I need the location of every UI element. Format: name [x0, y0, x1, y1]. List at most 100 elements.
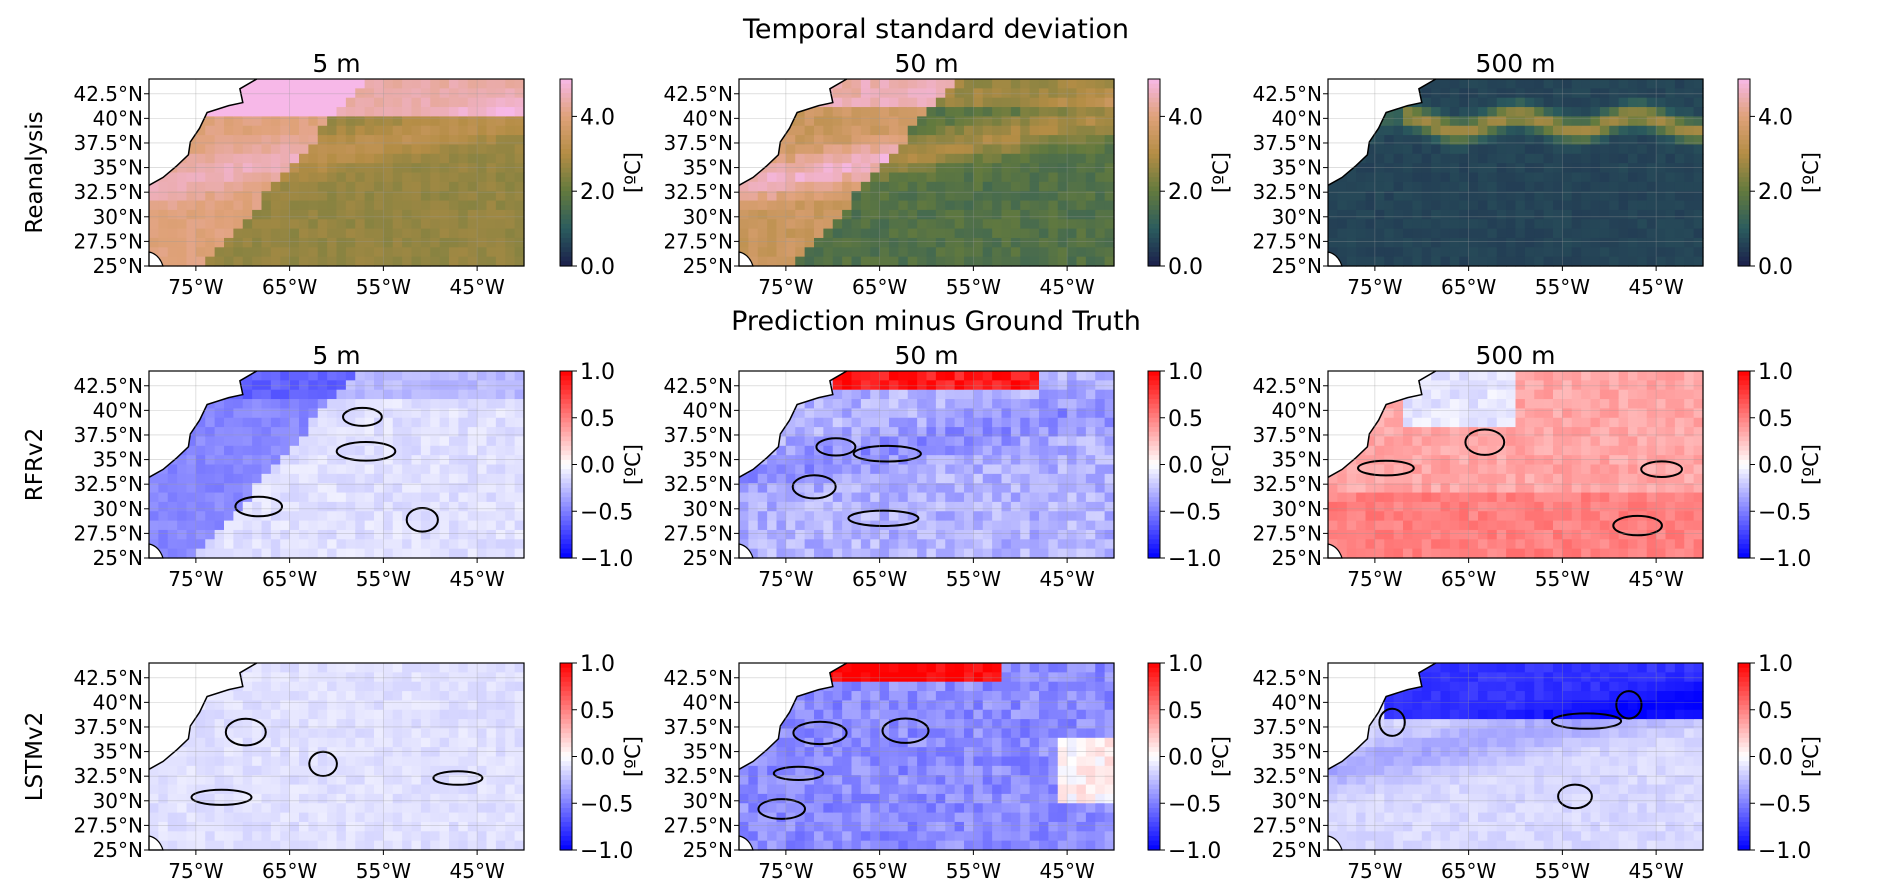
heatmap-cell	[233, 427, 244, 438]
heatmap-cell	[1553, 219, 1563, 230]
heatmap-cell	[1478, 237, 1488, 248]
colorbar-tick-label: 2.0	[1168, 180, 1203, 205]
heatmap-cell	[1020, 107, 1031, 117]
heatmap-cell	[242, 445, 253, 456]
heatmap-cell	[392, 88, 403, 99]
heatmap-cell	[1515, 125, 1526, 136]
heatmap-cell	[1039, 153, 1049, 164]
colorbar-segment	[560, 195, 572, 202]
heatmap-cell	[383, 153, 394, 164]
heatmap-cell	[823, 209, 834, 220]
heatmap-cell	[355, 389, 366, 400]
heatmap-cell	[224, 200, 234, 211]
heatmap-cell	[851, 228, 862, 239]
heatmap-cell	[1057, 511, 1068, 522]
heatmap-cell	[392, 371, 403, 381]
heatmap-cell	[402, 153, 413, 164]
heatmap-cell	[860, 371, 871, 381]
heatmap-cell	[1478, 380, 1488, 391]
heatmap-cell	[964, 153, 974, 164]
heatmap-cell	[1104, 256, 1115, 267]
heatmap-cell	[495, 436, 506, 447]
heatmap-cell	[270, 88, 281, 99]
heatmap-cell	[420, 371, 431, 381]
heatmap-cell	[1599, 144, 1610, 155]
heatmap-cell	[458, 464, 469, 475]
heatmap-cell	[1057, 209, 1068, 220]
heatmap-cell	[917, 107, 928, 117]
heatmap-cell	[757, 209, 768, 220]
heatmap-cell	[767, 501, 778, 512]
heatmap-cell	[449, 399, 459, 409]
heatmap-cell	[1449, 389, 1460, 400]
heatmap-cell	[205, 209, 216, 220]
heatmap-cell	[1553, 501, 1563, 512]
heatmap-cell	[1076, 389, 1087, 400]
heatmap-cell	[1674, 97, 1685, 108]
heatmap-cell	[411, 445, 422, 456]
heatmap-cell	[1534, 436, 1545, 447]
heatmap-cell	[973, 209, 984, 220]
heatmap-cell	[280, 116, 291, 127]
heatmap-cell	[1506, 445, 1517, 456]
heatmap-cell	[261, 483, 272, 494]
heatmap-cell	[514, 389, 525, 400]
colorbar-tick-label: 0.0	[1168, 255, 1203, 280]
heatmap-cell	[299, 445, 309, 456]
heatmap-cell	[1618, 163, 1629, 174]
colorbar-frame	[1737, 78, 1751, 267]
heatmap-cell	[1010, 256, 1021, 267]
heatmap-cell	[917, 163, 928, 174]
heatmap-cell	[1468, 116, 1479, 127]
heatmap-cell	[1618, 256, 1629, 267]
heatmap-cell	[1057, 97, 1068, 108]
heatmap-cell	[898, 529, 909, 540]
heatmap-cell	[458, 256, 469, 267]
heatmap-cell	[1020, 88, 1031, 99]
heatmap-cell	[299, 436, 309, 447]
heatmap-cell	[992, 417, 1003, 428]
heatmap-cell	[439, 256, 450, 267]
heatmap-cell	[242, 209, 253, 220]
heatmap-cell	[177, 181, 188, 192]
heatmap-cell	[1449, 219, 1460, 230]
heatmap-cell	[1029, 153, 1040, 164]
heatmap-cell	[907, 237, 918, 248]
heatmap-cell	[1571, 125, 1582, 136]
heatmap-cell	[186, 247, 197, 258]
heatmap-cell	[748, 256, 759, 267]
heatmap-cell	[1628, 144, 1638, 155]
zero-contour	[234, 495, 284, 518]
heatmap-cell	[1562, 219, 1573, 230]
heatmap-cell	[495, 79, 506, 89]
heatmap-cell	[411, 237, 422, 248]
heatmap-cell	[1665, 163, 1676, 174]
heatmap-cell	[851, 520, 862, 531]
heatmap-cell	[1365, 548, 1376, 559]
heatmap-cell	[167, 492, 178, 503]
heatmap-cell	[289, 380, 300, 391]
heatmap-cell	[992, 88, 1003, 99]
panel-title: 5 m	[312, 49, 360, 78]
heatmap-cell	[926, 163, 937, 174]
heatmap-cell	[1562, 455, 1573, 466]
heatmap-cell	[1048, 408, 1059, 419]
heatmap-cell	[889, 144, 899, 155]
heatmap-cell	[327, 135, 338, 146]
heatmap-cell	[1468, 153, 1479, 164]
x-tick-label: 65°W	[1441, 275, 1496, 299]
heatmap-cell	[1637, 247, 1648, 258]
heatmap-cell	[1599, 247, 1610, 258]
heatmap-cell	[1067, 399, 1078, 409]
heatmap-cell	[954, 380, 965, 391]
heatmap-cell	[889, 483, 899, 494]
heatmap-cell	[1095, 181, 1106, 192]
heatmap-cell	[1393, 153, 1404, 164]
heatmap-cell	[242, 483, 253, 494]
heatmap-cell	[1599, 483, 1610, 494]
heatmap-cell	[420, 492, 431, 503]
heatmap-cell	[402, 219, 413, 230]
heatmap-cell	[1543, 417, 1554, 428]
heatmap-cell	[1010, 548, 1021, 559]
heatmap-cell	[345, 492, 356, 503]
